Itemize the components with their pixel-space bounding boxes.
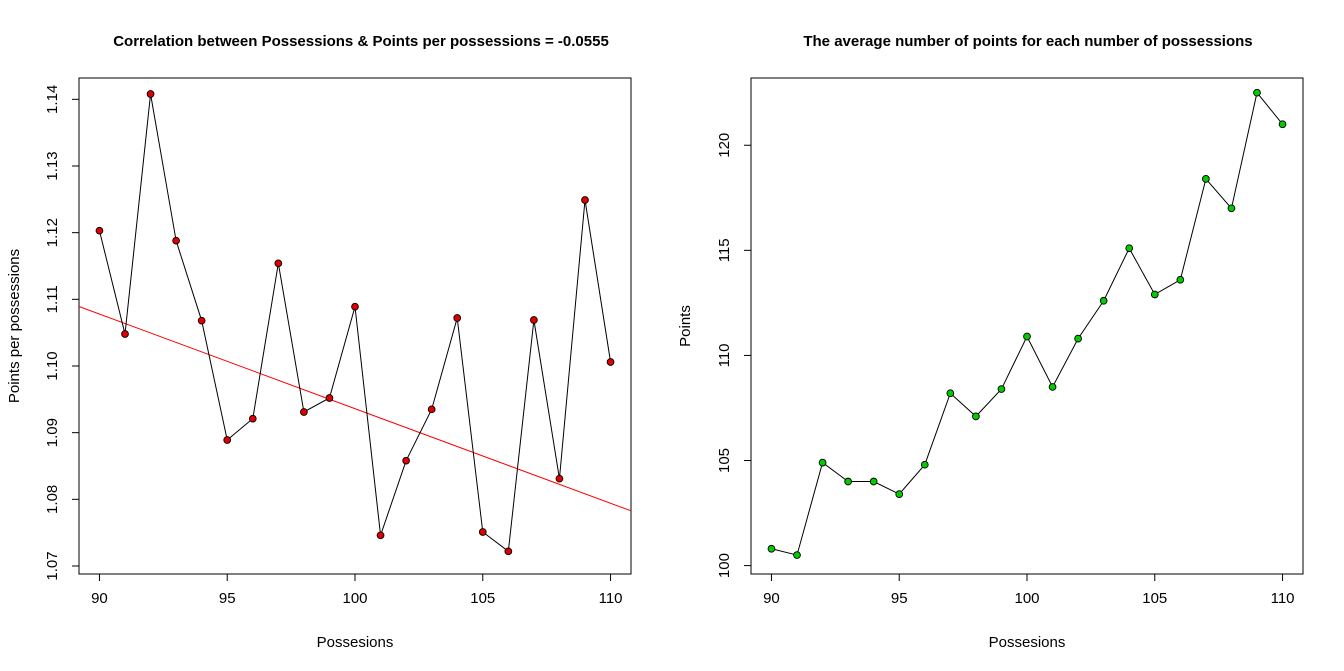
right-y-tick-label: 120 bbox=[716, 133, 733, 158]
right-series-line-group bbox=[771, 91, 1283, 556]
left-trend-line bbox=[78, 306, 632, 512]
right-y-tick-label: 100 bbox=[716, 553, 733, 578]
right-y-tick-label: 105 bbox=[716, 448, 733, 473]
left-y-ticks: 1.07 1.08 1.09 1.10 1.11 1.12 1.13 1.14 bbox=[44, 85, 79, 581]
right-y-ticks: 100 105 110 115 120 bbox=[716, 133, 751, 578]
left-y-tick-label: 1.12 bbox=[44, 218, 61, 247]
right-data-point bbox=[767, 544, 776, 553]
left-data-point bbox=[555, 474, 564, 483]
left-y-tick-label: 1.09 bbox=[44, 418, 61, 447]
left-data-point bbox=[402, 456, 410, 465]
right-data-point bbox=[1150, 290, 1159, 299]
left-y-tick-label: 1.10 bbox=[44, 351, 61, 380]
right-y-tick-label: 110 bbox=[716, 343, 733, 367]
right-x-tick-label: 110 bbox=[1271, 590, 1295, 607]
right-data-point bbox=[972, 412, 980, 421]
left-x-tick-label: 90 bbox=[91, 590, 108, 607]
left-x-tick-label: 105 bbox=[470, 590, 495, 607]
right-data-point bbox=[793, 551, 801, 559]
left-y-tick-label: 1.13 bbox=[44, 151, 61, 180]
left-x-tick-label: 95 bbox=[219, 590, 236, 607]
left-data-point bbox=[223, 436, 232, 444]
right-data-point bbox=[1278, 120, 1287, 129]
left-data-point bbox=[197, 316, 206, 325]
left-data-point bbox=[504, 547, 513, 556]
right-x-tick-label: 100 bbox=[1014, 590, 1039, 607]
right-chart: The average number of points for each nu… bbox=[677, 33, 1304, 651]
right-data-point bbox=[1253, 88, 1261, 97]
right-data-point bbox=[1227, 204, 1236, 213]
left-y-tick-label: 1.14 bbox=[44, 85, 61, 114]
left-y-tick-label: 1.07 bbox=[44, 551, 61, 580]
left-y-tick-label: 1.11 bbox=[44, 285, 61, 313]
right-data-point bbox=[1023, 332, 1031, 341]
left-data-point bbox=[121, 330, 129, 338]
right-data-point bbox=[818, 458, 827, 467]
right-x-tick-label: 95 bbox=[891, 590, 908, 607]
right-data-point bbox=[1125, 244, 1134, 253]
left-chart-title: Correlation between Possessions & Points… bbox=[113, 33, 609, 50]
right-data-point bbox=[920, 460, 929, 469]
left-plot-frame bbox=[78, 77, 632, 575]
right-x-tick-label: 90 bbox=[763, 590, 780, 607]
right-data-point bbox=[844, 477, 852, 486]
right-data-point bbox=[1176, 275, 1185, 284]
right-data-point bbox=[895, 490, 904, 498]
right-data-point bbox=[1048, 383, 1057, 391]
left-data-point bbox=[172, 236, 180, 245]
left-data-point bbox=[606, 358, 615, 366]
left-data-point bbox=[274, 259, 283, 268]
right-x-ticks: 90 95 100 105 110 bbox=[763, 574, 1295, 607]
right-data-point bbox=[1074, 334, 1082, 343]
left-x-tick-label: 100 bbox=[342, 590, 367, 607]
right-data-point bbox=[1099, 296, 1108, 305]
left-chart: Correlation between Possessions & Points… bbox=[6, 33, 632, 651]
left-y-axis-label: Points per possessions bbox=[6, 249, 23, 403]
left-data-point bbox=[478, 528, 487, 536]
left-x-ticks: 90 95 100 105 110 bbox=[91, 574, 623, 607]
right-data-point bbox=[997, 385, 1006, 393]
left-x-axis-label: Possesions bbox=[317, 634, 394, 651]
left-data-point bbox=[300, 408, 308, 416]
left-y-tick-label: 1.08 bbox=[44, 485, 61, 514]
left-trend-line-group bbox=[78, 306, 632, 512]
left-data-points bbox=[95, 90, 615, 556]
left-data-point bbox=[427, 405, 436, 414]
right-y-axis-label: Points bbox=[677, 305, 694, 347]
left-data-point bbox=[530, 316, 538, 324]
right-data-points bbox=[767, 88, 1287, 559]
left-data-point bbox=[325, 394, 334, 402]
right-plot-frame bbox=[750, 77, 1304, 575]
right-x-tick-label: 105 bbox=[1142, 590, 1167, 607]
right-data-point bbox=[869, 477, 878, 486]
left-data-point bbox=[581, 196, 589, 204]
right-data-point bbox=[1202, 175, 1210, 183]
left-data-point bbox=[351, 302, 359, 311]
left-data-point bbox=[95, 226, 104, 235]
left-x-tick-label: 110 bbox=[599, 590, 623, 607]
left-data-point bbox=[146, 90, 155, 98]
left-data-point bbox=[248, 414, 257, 423]
right-series-line bbox=[771, 91, 1283, 556]
right-data-point bbox=[946, 389, 955, 398]
left-data-point bbox=[453, 314, 462, 322]
right-y-tick-label: 115 bbox=[716, 238, 733, 262]
right-chart-title: The average number of points for each nu… bbox=[803, 33, 1252, 50]
right-x-axis-label: Possesions bbox=[989, 634, 1066, 651]
left-data-point bbox=[376, 531, 385, 540]
